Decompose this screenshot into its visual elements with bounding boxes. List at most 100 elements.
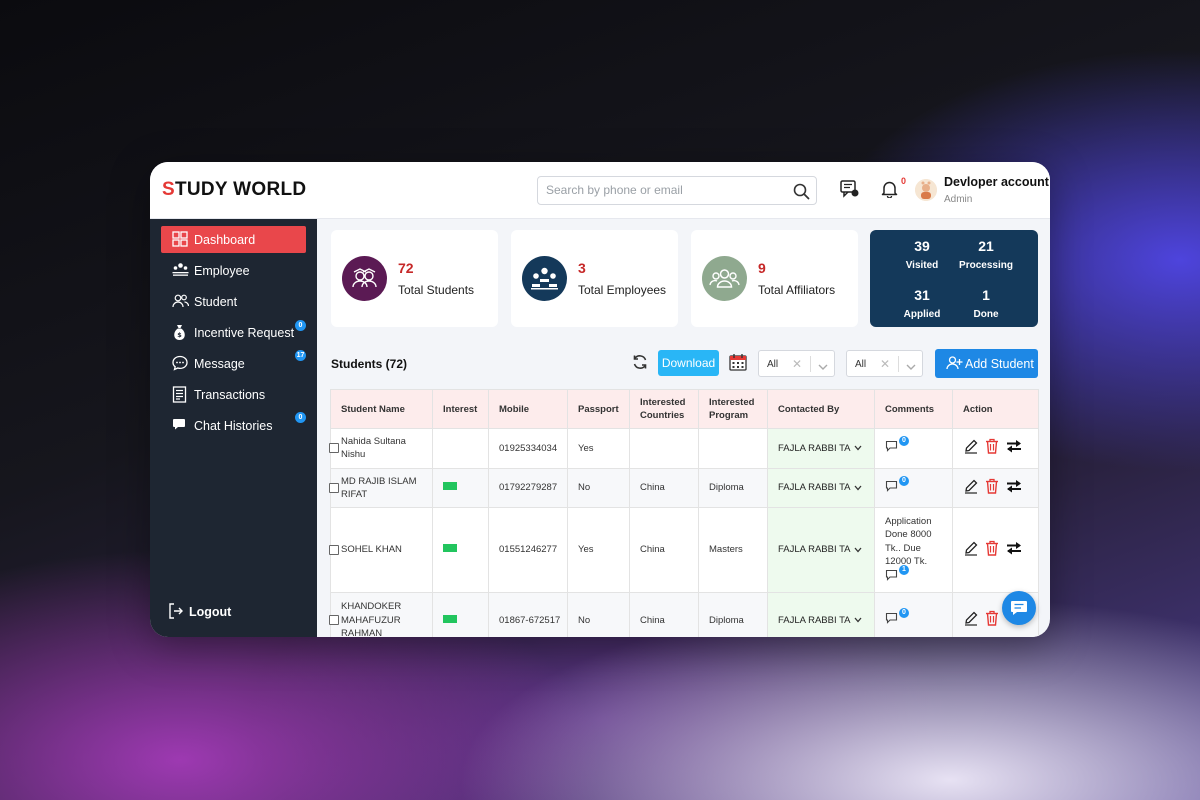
avatar[interactable]: [915, 179, 937, 201]
sidebar-item-dashboard[interactable]: Dashboard: [161, 226, 306, 253]
edit-icon: [965, 439, 978, 454]
stat-card-affiliators[interactable]: 9 Total Affiliators: [691, 230, 858, 327]
table-header-row: Student Name Interest Mobile Passport In…: [330, 389, 1039, 429]
sidebar-item-incentive-request[interactable]: $ Incentive Request: [161, 319, 306, 346]
program-cell: [698, 428, 768, 469]
stat-card-students[interactable]: 72 Total Students: [331, 230, 498, 327]
summary-visited[interactable]: 39 Visited: [887, 238, 957, 271]
student-icon: [172, 293, 190, 311]
column-header[interactable]: Contacted By: [767, 389, 875, 429]
svg-text:$: $: [177, 331, 182, 339]
row-checkbox[interactable]: [329, 545, 339, 556]
column-header[interactable]: Passport: [567, 389, 630, 429]
comment-button[interactable]: 0: [885, 436, 909, 452]
sidebar-item-label: Dashboard: [194, 233, 256, 247]
table-row[interactable]: MD RAJIB ISLAM RIFAT 01792279287 No Chin…: [329, 467, 1039, 509]
select-divider: [810, 356, 811, 372]
sidebar-item-chat-histories[interactable]: Chat Histories: [161, 412, 306, 439]
contacted-by-select[interactable]: FAJLA RABBI TA: [778, 442, 862, 456]
row-checkbox[interactable]: [329, 615, 339, 626]
search-input[interactable]: [546, 183, 786, 197]
filter-select-1[interactable]: All ✕: [758, 350, 835, 377]
clear-icon[interactable]: ✕: [792, 357, 803, 371]
chat-fab-button[interactable]: [1002, 591, 1036, 625]
column-header[interactable]: Action: [952, 389, 1039, 429]
add-user-icon: [946, 356, 963, 373]
contacted-by-value: FAJLA RABBI TA: [778, 614, 851, 626]
table-row[interactable]: SOHEL KHAN 01551246277 Yes China Masters…: [329, 507, 1039, 593]
mobile-cell: 01925334034: [488, 428, 568, 469]
brand-logo[interactable]: STUDY WORLD: [162, 179, 306, 201]
logo-rest: TUDY WORLD: [174, 179, 307, 200]
column-header[interactable]: Mobile: [488, 389, 568, 429]
contacted-by-cell: FAJLA RABBI TA: [767, 507, 875, 593]
column-header[interactable]: Student Name: [330, 389, 433, 429]
interest-cell: [432, 591, 489, 637]
column-header[interactable]: Interested Countries: [629, 389, 699, 429]
affiliators-label: Total Affiliators: [758, 283, 836, 297]
filter-select-2[interactable]: All ✕: [846, 350, 923, 377]
chat-histories-badge: 0: [295, 412, 306, 423]
search-icon[interactable]: [793, 183, 810, 205]
students-table: Student Name Interest Mobile Passport In…: [329, 389, 1039, 637]
messages-icon[interactable]: [840, 180, 859, 203]
country-cell: China: [629, 507, 699, 593]
affiliators-count: 9: [758, 260, 766, 276]
sidebar-item-message[interactable]: Message: [161, 350, 306, 377]
comment-button[interactable]: 1: [885, 564, 909, 581]
chevron-down-icon[interactable]: [817, 359, 829, 377]
download-button[interactable]: Download: [658, 350, 719, 376]
comments-cell: 0: [874, 591, 953, 637]
calendar-icon[interactable]: [729, 353, 747, 376]
sidebar-item-transactions[interactable]: Transactions: [161, 381, 306, 408]
refresh-icon[interactable]: [631, 353, 649, 376]
clear-icon[interactable]: ✕: [880, 357, 891, 371]
column-header[interactable]: Interested Program: [698, 389, 768, 429]
message-badge: 17: [295, 350, 306, 361]
contacted-by-value: FAJLA RABBI TA: [778, 442, 851, 454]
delete-icon: [986, 611, 998, 626]
contacted-by-select[interactable]: FAJLA RABBI TA: [778, 614, 862, 628]
action-cell: [952, 467, 1039, 509]
student-name: SOHEL KHAN: [341, 544, 402, 556]
student-name-cell: Nahida Sultana Nishu: [329, 428, 433, 469]
sidebar-item-employee[interactable]: Employee: [161, 257, 306, 284]
comments-cell: 0: [874, 428, 953, 469]
contacted-by-select[interactable]: FAJLA RABBI TA: [778, 481, 862, 495]
filter-2-value: All: [855, 359, 867, 370]
action-cell: [952, 428, 1039, 469]
account-name[interactable]: Devloper account: [944, 175, 1049, 189]
app-window: STUDY WORLD 0 Devloper account Admin Das…: [150, 162, 1050, 637]
stat-card-employees[interactable]: 3 Total Employees: [511, 230, 678, 327]
table-row[interactable]: KHANDOKER MAHAFUZUR RAHMAN 01867-672517 …: [329, 591, 1039, 637]
chevron-down-icon: [854, 618, 862, 623]
chevron-down-icon: [854, 445, 862, 451]
summary-applied[interactable]: 31 Applied: [887, 287, 957, 320]
summary-done[interactable]: 1 Done: [951, 287, 1021, 320]
column-header[interactable]: Interest: [432, 389, 489, 429]
student-name-cell: MD RAJIB ISLAM RIFAT: [329, 467, 433, 509]
logo-first-letter: S: [162, 179, 175, 200]
sidebar-item-student[interactable]: Student: [161, 288, 306, 315]
search-box: [537, 176, 817, 205]
edit-icon: [965, 611, 978, 626]
interest-indicator: [443, 482, 457, 491]
comment-button[interactable]: 0: [885, 475, 909, 492]
column-header[interactable]: Comments: [874, 389, 953, 429]
chevron-down-icon[interactable]: [905, 359, 917, 377]
comments-cell: Application Done 8000 Tk.. Due 12000 Tk.…: [874, 507, 953, 593]
sidebar-item-label: Message: [194, 357, 245, 371]
contacted-by-value: FAJLA RABBI TA: [778, 482, 851, 494]
chevron-down-icon: [854, 547, 862, 553]
status-summary-card: 39 Visited 21 Processing 31 Applied 1 Do…: [870, 230, 1038, 327]
row-checkbox[interactable]: [329, 443, 339, 454]
comment-button[interactable]: 0: [885, 608, 909, 625]
bell-icon[interactable]: [881, 180, 898, 203]
table-row[interactable]: Nahida Sultana Nishu 01925334034 Yes FAJ…: [329, 428, 1039, 469]
add-student-button[interactable]: Add Student: [935, 349, 1038, 378]
summary-processing[interactable]: 21 Processing: [951, 238, 1021, 271]
contacted-by-select[interactable]: FAJLA RABBI TA: [778, 543, 862, 557]
contacted-by-value: FAJLA RABBI TA: [778, 544, 851, 556]
row-checkbox[interactable]: [329, 483, 339, 494]
student-name: KHANDOKER MAHAFUZUR RAHMAN: [341, 601, 402, 637]
